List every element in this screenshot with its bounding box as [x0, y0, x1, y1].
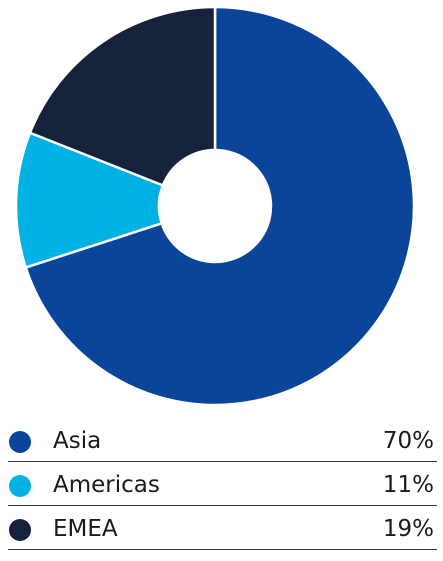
legend-value-americas: 11%	[382, 472, 434, 498]
legend-value-asia: 70%	[382, 428, 434, 454]
legend-row-americas: Americas 11%	[8, 462, 437, 506]
legend-swatch-americas	[9, 475, 31, 497]
slice-asia	[24, 5, 416, 407]
legend-label-americas: Americas	[53, 472, 160, 498]
legend-swatch-emea	[9, 519, 31, 541]
slice-emea	[28, 5, 217, 188]
chart-legend: Asia 70% Americas 11% EMEA 19%	[8, 418, 437, 550]
legend-swatch-asia	[9, 431, 31, 453]
legend-row-emea: EMEA 19%	[8, 506, 437, 550]
legend-row-asia: Asia 70%	[8, 418, 437, 462]
slice-americas	[14, 131, 165, 270]
legend-value-emea: 19%	[382, 516, 434, 542]
legend-label-emea: EMEA	[53, 516, 118, 542]
legend-label-asia: Asia	[53, 428, 102, 454]
donut-chart	[14, 5, 416, 407]
